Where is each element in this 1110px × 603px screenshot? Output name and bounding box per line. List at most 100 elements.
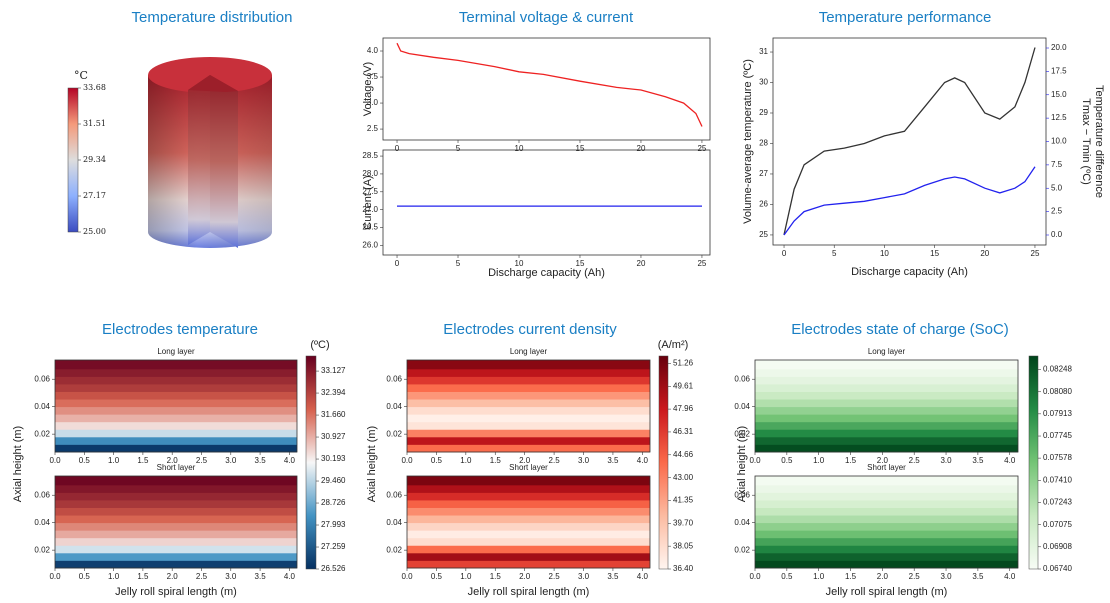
heatmap-band [55, 391, 297, 400]
x-tick-label: 4.0 [1004, 572, 1016, 581]
colorbar-tick-label: 0.07745 [1043, 431, 1072, 440]
heatmap-band [55, 384, 297, 392]
y-tick-label: 20.0 [1051, 43, 1067, 52]
axes-frame [406, 359, 651, 453]
heatmap-band [55, 421, 297, 430]
chart-title: Temperature performance [819, 9, 992, 26]
y-tick-label: 0.04 [386, 402, 402, 411]
heatmap-band [407, 406, 650, 415]
colorbar-tick-label: 29.34 [83, 155, 106, 164]
heatmap-band [755, 399, 1018, 408]
x-tick-label: 20 [980, 249, 989, 258]
colorbar-tick-label: 36.40 [673, 564, 694, 573]
y-tick-label: 0.06 [734, 490, 750, 499]
heatmap-band [407, 537, 650, 546]
x-tick-label: 3.5 [607, 572, 619, 581]
heatmap-band [55, 484, 297, 493]
heatmap-band [407, 484, 650, 493]
x-tick-label: 3.5 [972, 572, 984, 581]
colorbar-tick-label: 25.00 [83, 227, 106, 236]
heatmap-band [407, 399, 650, 408]
x-tick-label: 2.5 [549, 572, 561, 581]
x-tick-label: 0.5 [781, 572, 793, 581]
x-tick-label: 1.0 [108, 572, 120, 581]
heatmap-band [755, 522, 1018, 531]
colorbar-tick-label: 0.08248 [1043, 365, 1072, 374]
x-tick-label: 0 [782, 249, 787, 258]
heatmap-band [407, 522, 650, 531]
heatmap-band [755, 368, 1018, 377]
colorbar-tick-label: 27.17 [83, 191, 106, 200]
x-tick-label: 0.0 [49, 572, 61, 581]
heatmap-band [55, 436, 297, 445]
x-tick-label: 2.0 [519, 572, 531, 581]
x-tick-label: 20 [637, 259, 646, 268]
heatmap-band [407, 507, 650, 516]
heatmap-band [407, 476, 650, 486]
heatmap-band [755, 406, 1018, 415]
heatmap-band [755, 384, 1018, 392]
axis-label: Volume-average temperature (ºC) [742, 59, 754, 224]
colorbar-tick-label: 33.68 [83, 83, 106, 92]
heatmap-band [55, 476, 297, 486]
heatmap-band [55, 360, 297, 370]
x-tick-label: 20 [637, 144, 646, 153]
x-tick-label: 1.0 [813, 456, 825, 465]
axes-frame [772, 37, 1047, 246]
x-tick-label: 0.5 [781, 456, 793, 465]
colorbar-tick-label: 33.127 [321, 366, 346, 375]
colorbar-tick-label: 39.70 [673, 518, 694, 527]
x-tick-label: 3.5 [255, 456, 267, 465]
subplot-title: Long layer [510, 347, 548, 356]
x-tick-label: 1.5 [137, 456, 149, 465]
colorbar-tick-label: 27.993 [321, 520, 346, 529]
x-tick-label: 25 [697, 259, 706, 268]
axes-frame [54, 475, 298, 569]
axis-label: Current (A) [362, 175, 374, 229]
heatmap-band [55, 545, 297, 554]
colorbar-unit: (ºC) [310, 339, 329, 351]
x-tick-label: 15 [576, 259, 585, 268]
y2-axis-label: Temperature difference [1093, 85, 1105, 198]
x-tick-label: 2.5 [909, 456, 921, 465]
y-tick-label: 0.04 [386, 518, 402, 527]
x-tick-label: 1.0 [813, 572, 825, 581]
chart-title: Temperature distribution [132, 9, 293, 26]
heatmap-band [755, 476, 1018, 486]
heatmap-band [755, 560, 1018, 569]
heatmap-band [407, 368, 650, 377]
x-tick-label: 2.0 [167, 456, 179, 465]
x-tick-label: 2.5 [196, 572, 208, 581]
subplot-title: Short layer [509, 463, 548, 472]
axes-frame [406, 475, 651, 569]
x-tick-label: 0 [395, 259, 400, 268]
heatmap-band [55, 376, 297, 385]
y-tick-label: 0.06 [386, 490, 402, 499]
x-tick-label: 5 [456, 259, 461, 268]
axis-label: Axial height (m) [366, 426, 378, 502]
subplot-title: Short layer [867, 463, 906, 472]
colorbar-tick-label: 0.07075 [1043, 520, 1072, 529]
y-tick-label: 0.0 [1051, 230, 1063, 239]
heatmap-band [407, 384, 650, 392]
colorbar-tick-label: 31.660 [321, 410, 346, 419]
x-tick-label: 15 [576, 144, 585, 153]
heatmap-band [55, 537, 297, 546]
colorbar-tick-label: 0.06740 [1043, 564, 1072, 573]
heatmap-band [755, 429, 1018, 438]
heatmap-band [55, 522, 297, 531]
subplot-title: Long layer [157, 347, 195, 356]
heatmap-band [407, 500, 650, 508]
y-tick-label: 0.02 [34, 429, 50, 438]
x-tick-label: 0.0 [749, 572, 761, 581]
y2-axis-label: Tmax − Tmin (ºC) [1080, 98, 1092, 185]
colorbar-tick-label: 0.07243 [1043, 498, 1072, 507]
x-tick-label: 4.0 [284, 572, 296, 581]
x-tick-label: 2.0 [167, 572, 179, 581]
y-tick-label: 0.04 [34, 402, 50, 411]
y-tick-label: 3.5 [367, 72, 379, 81]
y-tick-label: 28.5 [362, 151, 378, 160]
y-tick-label: 2.5 [1051, 207, 1063, 216]
heatmap-band [407, 530, 650, 539]
